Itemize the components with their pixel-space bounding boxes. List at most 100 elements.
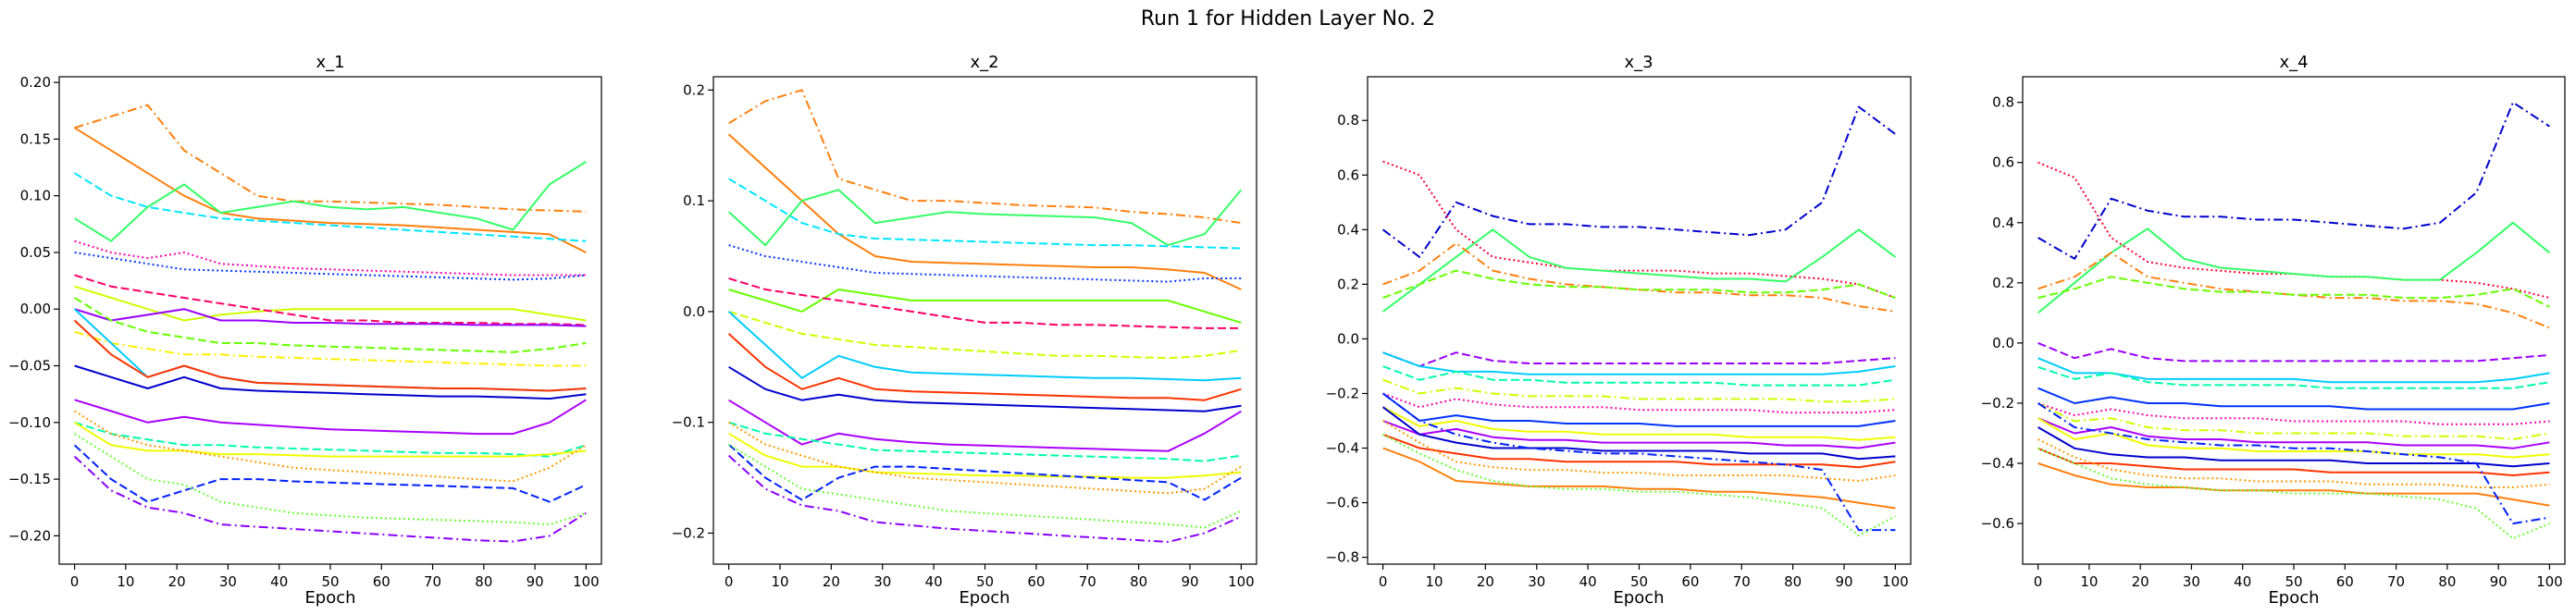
x-tick-label: 100 <box>1228 573 1255 590</box>
x-tick-label: 0 <box>1379 573 1388 590</box>
x-tick-label: 10 <box>2080 573 2098 590</box>
series-line-13 <box>74 364 587 400</box>
series-line-15 <box>2037 447 2550 476</box>
series-line-9 <box>1382 378 1896 403</box>
series-line-19 <box>2037 402 2550 525</box>
panel-title: x_1 <box>316 53 344 72</box>
x-tick-label: 50 <box>1630 573 1648 590</box>
series-line-4 <box>74 161 587 242</box>
x-tick-label: 30 <box>2183 573 2200 590</box>
x-tick-label: 80 <box>2438 573 2456 590</box>
series-line-18 <box>727 454 1242 543</box>
y-tick-label: −0.2 <box>672 524 705 541</box>
series-line-19 <box>1382 392 1896 532</box>
y-tick-label: −0.4 <box>1326 440 1359 457</box>
series-line-11 <box>74 330 587 367</box>
series-line-9 <box>727 311 1242 382</box>
y-tick-label: 0.00 <box>20 301 51 317</box>
y-tick-label: 0.8 <box>1337 112 1359 129</box>
x-tick-label: 60 <box>373 573 390 590</box>
series-line-3 <box>1382 228 1896 313</box>
x-tick-label: 10 <box>1425 573 1443 590</box>
series-line-6 <box>2037 341 2550 363</box>
series-line-8 <box>74 274 587 326</box>
series-line-10 <box>74 297 587 353</box>
series-line-8 <box>728 310 1242 360</box>
series-line-14 <box>1382 406 1896 461</box>
series-line-1 <box>2037 101 2550 260</box>
y-tick-label: −0.2 <box>1981 395 2014 412</box>
x-tick-label: 100 <box>573 573 600 590</box>
x-tick-label: 60 <box>1681 573 1699 590</box>
x-axis-label: Epoch <box>1613 588 1664 608</box>
x-tick-label: 80 <box>1784 573 1802 590</box>
x-tick-label: 20 <box>1477 573 1494 590</box>
series-line-5 <box>1382 269 1896 300</box>
series-line-2 <box>74 127 587 253</box>
x-tick-label: 30 <box>219 573 237 590</box>
panel-x2: x_2 Epoch 0 10 20 30 40 50 60 70 80 90 100 −0.2 −0.1… <box>672 53 1257 608</box>
x-tick-label: 60 <box>2336 573 2354 590</box>
panel-x1: x_1 Epoch 0 10 20 30 40 50 60 70 80 90 100 −0.20 −0.… <box>8 53 602 608</box>
series-line-17 <box>74 421 587 458</box>
series-line-15 <box>727 443 1242 501</box>
series-line-20 <box>74 433 587 526</box>
y-tick-label: −0.15 <box>8 471 51 487</box>
x-tick-label: 0 <box>70 573 80 590</box>
panel-title: x_2 <box>970 53 998 72</box>
x-tick-label: 70 <box>1079 573 1096 590</box>
y-tick-label: 0.0 <box>1992 335 2014 351</box>
series-line-5 <box>728 244 1242 283</box>
x-tick-label: 60 <box>1027 573 1045 590</box>
x-tick-label: 70 <box>424 573 441 590</box>
y-tick-label: 0.20 <box>20 74 51 91</box>
y-tick-label: 0.4 <box>1337 221 1359 238</box>
series-line-1 <box>74 104 587 213</box>
x-tick-label: 40 <box>2234 573 2251 590</box>
panel-title: x_3 <box>1624 53 1653 72</box>
y-tick-label: −0.20 <box>8 527 51 544</box>
series-line-12 <box>2037 417 2550 449</box>
series-line-9 <box>74 308 587 327</box>
series-line-14 <box>728 432 1242 479</box>
series-line-13 <box>728 421 1242 462</box>
series-line-5 <box>74 240 587 277</box>
x-tick-label: 90 <box>526 573 544 590</box>
series-line-2 <box>1382 160 1896 300</box>
series-line-18 <box>74 410 587 483</box>
panel-title: x_4 <box>2279 53 2308 72</box>
panel-x4: x_4 Epoch 0 10 20 30 40 50 60 70 80 90 100 −0.6 −0.4… <box>1981 53 2566 608</box>
x-tick-label: 40 <box>270 573 288 590</box>
x-tick-label: 40 <box>925 573 943 590</box>
x-tick-label: 30 <box>873 573 891 590</box>
series-line-6 <box>728 289 1242 324</box>
series-line-3 <box>74 172 587 242</box>
series-line-18 <box>1382 433 1896 536</box>
series-line-7 <box>1382 351 1896 375</box>
series-line-4 <box>1382 242 1896 313</box>
x-tick-label: 20 <box>2132 573 2149 590</box>
series-line-15 <box>74 399 587 436</box>
x-tick-label: 40 <box>1579 573 1597 590</box>
series-line-11 <box>2037 402 2550 440</box>
figure-title: Run 1 for Hidden Layer No. 2 <box>1141 7 1435 31</box>
series-line-21 <box>73 455 587 543</box>
x-tick-label: 50 <box>2285 573 2302 590</box>
series-line-16 <box>728 421 1242 495</box>
series-line-13 <box>2037 417 2550 459</box>
y-tick-label: −0.2 <box>1326 385 1359 401</box>
y-tick-label: −0.4 <box>1981 455 2014 472</box>
x-axis-label: Epoch <box>2268 588 2319 608</box>
series-line-16 <box>74 421 587 458</box>
series-line-3 <box>727 189 1243 247</box>
panel-x3: x_3 Epoch 0 10 20 30 40 50 60 70 80 90 100 −0.8 −0.6… <box>1326 53 1912 608</box>
x-tick-label: 30 <box>1528 573 1545 590</box>
series-line-15 <box>1382 433 1896 469</box>
series-line-13 <box>1382 420 1896 449</box>
y-tick-label: 0.10 <box>20 188 51 204</box>
series-line-17 <box>1382 447 1896 510</box>
series-line-10 <box>727 333 1242 401</box>
series-line-9 <box>2037 387 2550 411</box>
y-tick-label: 0.05 <box>20 244 51 261</box>
